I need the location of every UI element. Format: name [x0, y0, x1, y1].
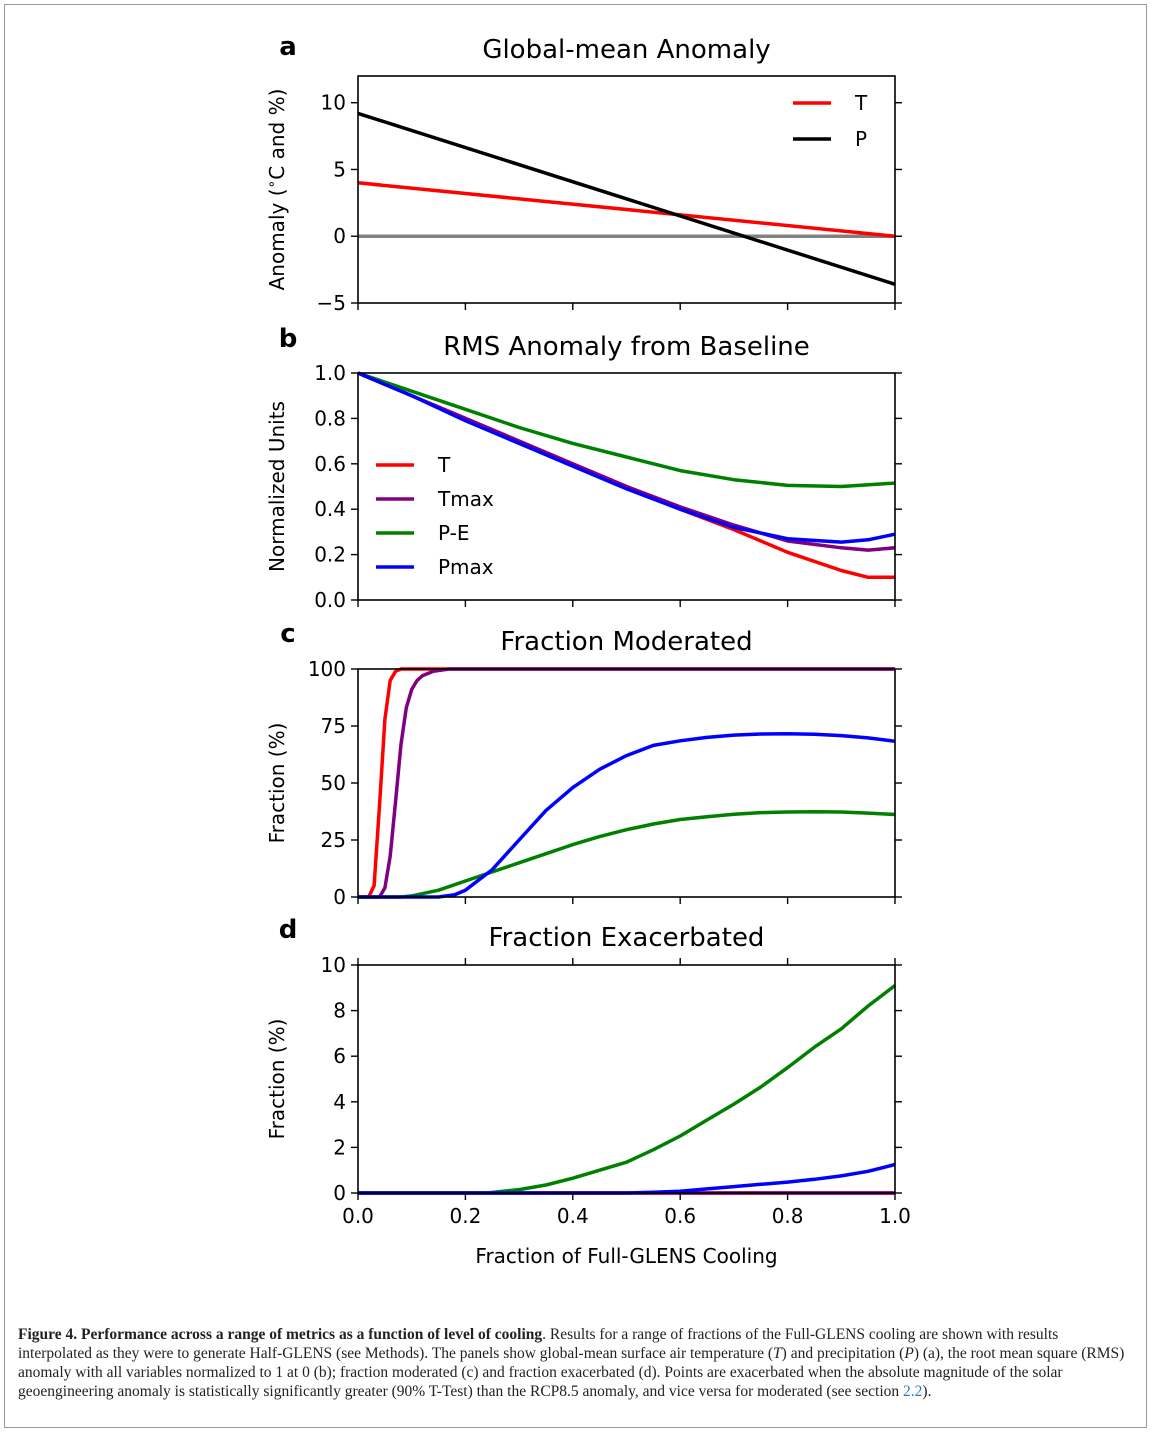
panel-title-c: Fraction Moderated [500, 627, 752, 657]
y-tick-label: 0 [333, 1181, 346, 1205]
legend-label-tmax: Tmax [437, 487, 494, 511]
figure-plots: a Global-mean Anomaly −5 0 5 10 Anomaly (∘C an… [264, 32, 911, 1268]
figure-caption: Figure 4. Performance across a range of … [18, 1325, 1133, 1401]
y-tick-label: 0.8 [314, 406, 346, 430]
series-line-p [357, 111, 896, 286]
plot-frame-d [357, 964, 896, 1194]
y-tick-label: 5 [333, 157, 346, 181]
caption-section-link[interactable]: 2.2 [903, 1383, 923, 1400]
caption-label: Figure 4. [18, 1326, 78, 1343]
panel-letter-c: c [280, 619, 295, 649]
caption-symbol-p: P [904, 1345, 914, 1362]
panel-title-b: RMS Anomaly from Baseline [443, 332, 810, 362]
x-tick-label: 1.0 [879, 1204, 911, 1228]
legend-label-t: T [437, 453, 451, 477]
y-tick-label: 1.0 [314, 361, 346, 385]
series-line-tmax [358, 667, 895, 899]
figure-frame [4, 4, 1147, 1428]
series-line-p-e [358, 984, 897, 1195]
y-tick-label: 25 [321, 828, 346, 852]
y-tick-label: 10 [321, 953, 346, 977]
x-tick-label: 0.0 [342, 1204, 374, 1228]
y-tick-label: 10 [321, 91, 346, 115]
caption-text-3: ) (a), the root mean square (RMS) anomal… [18, 1345, 1125, 1400]
x-tick-label: 0.2 [449, 1204, 481, 1228]
x-tick-label: 0.4 [557, 1204, 589, 1228]
y-tick-label: 0.4 [314, 497, 346, 521]
y-tick-label: 50 [321, 771, 346, 795]
series-line-t [357, 181, 896, 238]
legend-label-t: T [854, 91, 868, 115]
y-axis-label: Fraction (%) [265, 723, 289, 844]
panel-title-d: Fraction Exacerbated [489, 923, 765, 953]
caption-symbol-t: T [773, 1345, 782, 1362]
legend-label-pmax: Pmax [438, 555, 494, 579]
legend-label-p: P [855, 127, 867, 151]
caption-title: Performance across a range of metrics as… [81, 1326, 543, 1343]
plot-frame-c [357, 668, 896, 898]
plot-frame-a [357, 75, 896, 304]
caption-text-4: ). [922, 1383, 932, 1400]
series-line-t [358, 667, 895, 899]
caption-text-2: ) and precipitation ( [781, 1345, 905, 1362]
panel-letter-a: a [279, 32, 297, 62]
series-line-pmax [358, 732, 896, 899]
y-axis-label: Normalized Units [265, 401, 289, 572]
panel-title-a: Global-mean Anomaly [482, 35, 770, 65]
y-axis-label: Fraction (%) [265, 1019, 289, 1140]
caption-text-1: . Results for a range of fractions of th… [18, 1326, 1059, 1362]
series-line-pmax [358, 1162, 896, 1195]
legend-label-p-e: P-E [438, 521, 469, 545]
y-tick-label: 0 [333, 224, 346, 248]
series-line-p-e [357, 371, 896, 489]
panel-letter-d: d [279, 915, 298, 945]
y-tick-label: 0 [333, 885, 346, 909]
x-tick-label: 0.8 [772, 1204, 804, 1228]
y-tick-label: 0.2 [314, 543, 346, 567]
y-tick-label: 4 [333, 1090, 346, 1114]
y-tick-label: 2 [333, 1135, 346, 1159]
panel-letter-b: b [279, 324, 298, 354]
series-line-p-e [358, 809, 896, 899]
y-tick-label: 0.0 [314, 588, 346, 612]
y-axis-label: Anomaly (∘C and %) [264, 89, 289, 291]
y-tick-label: 100 [308, 657, 346, 681]
x-axis-label: Fraction of Full-GLENS Cooling [475, 1244, 777, 1268]
x-tick-label: 0.6 [664, 1204, 696, 1228]
series-line-pmax [357, 371, 896, 544]
plot-frame-b [357, 372, 896, 601]
y-tick-label: 6 [333, 1044, 346, 1068]
y-tick-label: −5 [317, 291, 346, 315]
y-tick-label: 8 [333, 999, 346, 1023]
y-tick-label: 75 [321, 714, 346, 738]
y-tick-label: 0.6 [314, 452, 346, 476]
